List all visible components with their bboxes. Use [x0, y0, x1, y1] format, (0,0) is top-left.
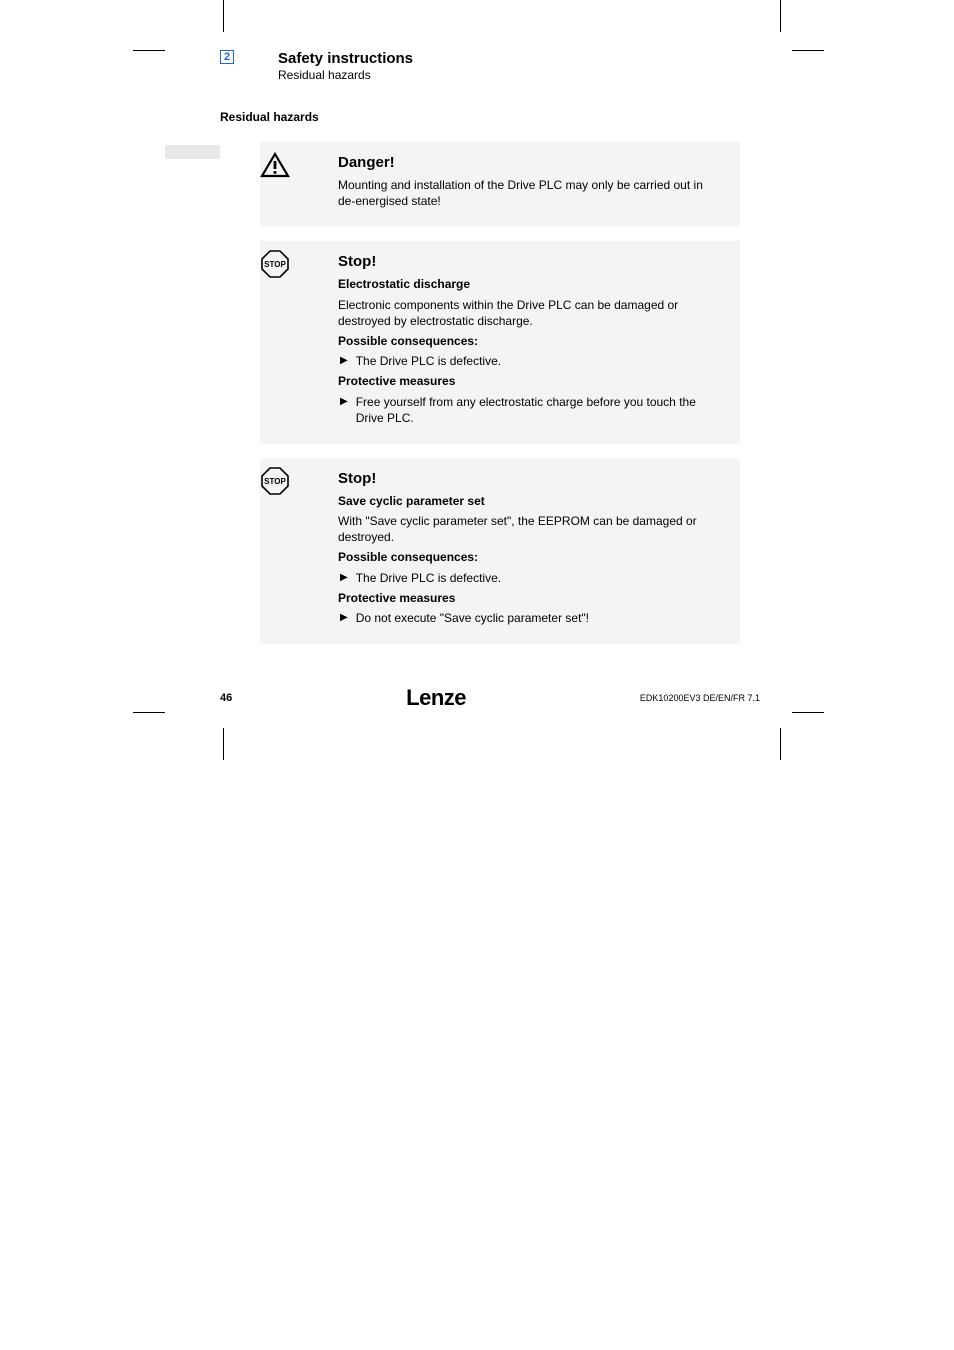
page-footer: 46 Lenze EDK10200EV3 DE/EN/FR 7.1: [220, 685, 760, 711]
stop-octagon-icon: STOP: [260, 466, 290, 496]
notice-title: Stop!: [338, 470, 722, 487]
notice-bullet-text: Free yourself from any electrostatic cha…: [356, 394, 722, 426]
notice-paragraph: Mounting and installation of the Drive P…: [338, 177, 722, 209]
notice-paragraph: Possible consequences:: [338, 333, 722, 349]
crop-mark: [133, 712, 165, 713]
notice-paragraph: Save cyclic parameter set: [338, 493, 722, 509]
bullet-triangle-icon: ▶: [340, 394, 348, 410]
crop-mark: [133, 50, 165, 51]
warning-triangle-icon: [260, 152, 290, 178]
crop-mark: [780, 0, 781, 32]
warning-triangle-icon-wrapper: [260, 152, 290, 178]
document-id: EDK10200EV3 DE/EN/FR 7.1: [640, 693, 760, 703]
safety-notice: STOP Stop! Save cyclic parameter set With "…: [260, 458, 740, 644]
notice-title: Stop!: [338, 253, 722, 270]
crop-mark: [792, 50, 824, 51]
notice-bullet: ▶ The Drive PLC is defective.: [338, 570, 722, 586]
notice-paragraph: Electronic components within the Drive P…: [338, 297, 722, 329]
notice-paragraph: With "Save cyclic parameter set", the EE…: [338, 513, 722, 545]
crop-mark: [792, 712, 824, 713]
notice-bullet-text: The Drive PLC is defective.: [356, 570, 501, 586]
stop-octagon-icon: STOP: [260, 249, 290, 279]
notice-paragraph: Possible consequences:: [338, 549, 722, 565]
margin-gray-bar: [165, 145, 220, 159]
notice-title: Danger!: [338, 154, 722, 171]
crop-mark: [223, 728, 224, 760]
crop-mark: [780, 728, 781, 760]
notice-body: Save cyclic parameter set With "Save cycl…: [338, 493, 722, 626]
stop-octagon-icon-wrapper: STOP: [260, 251, 290, 277]
page-header: 2 Safety instructions Residual hazards: [220, 50, 760, 82]
notice-paragraph: Protective measures: [338, 373, 722, 389]
section-heading: Residual hazards: [220, 110, 760, 124]
bullet-triangle-icon: ▶: [340, 610, 348, 626]
svg-text:STOP: STOP: [264, 477, 286, 486]
notice-bullet-text: The Drive PLC is defective.: [356, 353, 501, 369]
safety-notice: STOP Stop! Electrostatic discharge Electron…: [260, 241, 740, 444]
safety-notice: Danger! Mounting and installation of the …: [260, 142, 740, 227]
bullet-triangle-icon: ▶: [340, 570, 348, 586]
notice-paragraph: Protective measures: [338, 590, 722, 606]
stop-octagon-icon-wrapper: STOP: [260, 468, 290, 494]
svg-text:STOP: STOP: [264, 260, 286, 269]
bullet-triangle-icon: ▶: [340, 353, 348, 369]
notice-bullet: ▶ Do not execute "Save cyclic parameter s…: [338, 610, 722, 626]
page-number: 46: [220, 692, 232, 704]
chapter-number: 2: [224, 51, 230, 63]
notice-body: Electrostatic discharge Electronic compon…: [338, 276, 722, 426]
chapter-title: Safety instructions: [278, 50, 760, 67]
notice-bullet-text: Do not execute "Save cyclic parameter se…: [356, 610, 589, 626]
crop-mark: [223, 0, 224, 32]
chapter-number-box: 2: [220, 50, 234, 64]
notice-bullet: ▶ Free yourself from any electrostatic ch…: [338, 394, 722, 426]
notice-paragraph: Electrostatic discharge: [338, 276, 722, 292]
chapter-subtitle: Residual hazards: [278, 68, 760, 82]
notice-body: Mounting and installation of the Drive P…: [338, 177, 722, 209]
brand-logo: Lenze: [406, 685, 466, 711]
notice-bullet: ▶ The Drive PLC is defective.: [338, 353, 722, 369]
